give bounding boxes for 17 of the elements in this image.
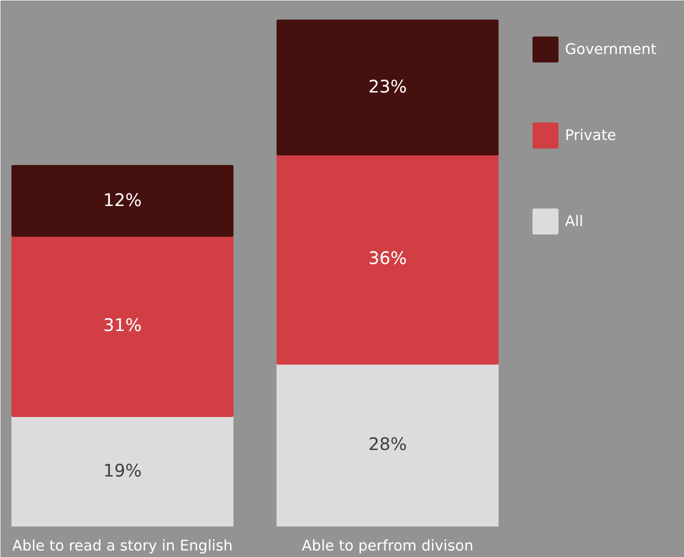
x-tick-label: Able to read a story in English xyxy=(12,538,233,554)
data-label: 19% xyxy=(103,461,142,482)
data-label: 23% xyxy=(368,77,407,98)
legend-label: Private xyxy=(565,126,616,144)
x-tick-label: Able to perfrom divison xyxy=(302,538,474,554)
data-label: 31% xyxy=(103,316,142,336)
bar xyxy=(11,415,234,526)
bar xyxy=(276,362,499,526)
data-label: 36% xyxy=(368,249,407,270)
bar xyxy=(276,153,499,365)
legend-label: Government xyxy=(565,40,656,58)
legend-label: All xyxy=(565,212,584,230)
bar xyxy=(11,164,234,237)
bar xyxy=(276,20,499,156)
data-label: 28% xyxy=(368,435,407,456)
data-label: 12% xyxy=(103,190,142,211)
bar xyxy=(11,234,234,418)
